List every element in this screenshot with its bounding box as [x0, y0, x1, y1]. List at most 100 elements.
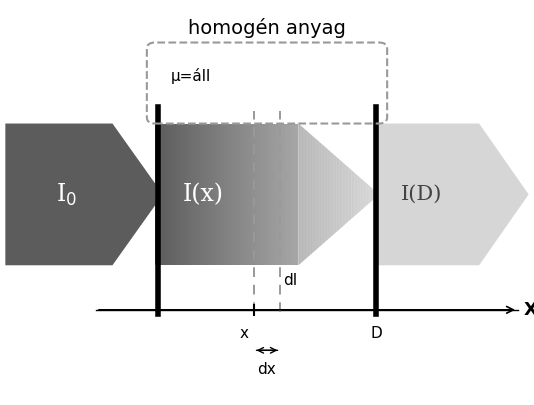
Polygon shape — [316, 139, 317, 249]
Polygon shape — [159, 124, 160, 265]
Polygon shape — [284, 124, 285, 265]
Polygon shape — [200, 124, 201, 265]
Polygon shape — [230, 124, 231, 265]
Polygon shape — [269, 124, 270, 265]
Polygon shape — [262, 124, 263, 265]
Polygon shape — [195, 124, 196, 265]
Polygon shape — [351, 170, 352, 219]
Polygon shape — [259, 124, 260, 265]
Polygon shape — [231, 124, 232, 265]
Polygon shape — [220, 124, 221, 265]
Polygon shape — [329, 150, 330, 239]
Polygon shape — [254, 124, 255, 265]
Polygon shape — [324, 146, 325, 243]
Polygon shape — [232, 124, 233, 265]
Polygon shape — [272, 124, 273, 265]
Text: μ=áll: μ=áll — [171, 68, 211, 84]
Polygon shape — [297, 124, 299, 265]
Polygon shape — [168, 124, 169, 265]
Polygon shape — [344, 164, 345, 225]
Polygon shape — [181, 124, 182, 265]
Polygon shape — [258, 124, 259, 265]
Polygon shape — [339, 159, 340, 230]
Polygon shape — [216, 124, 217, 265]
Polygon shape — [343, 163, 344, 226]
Polygon shape — [273, 124, 274, 265]
Polygon shape — [255, 124, 256, 265]
Polygon shape — [342, 162, 343, 226]
Polygon shape — [204, 124, 205, 265]
Polygon shape — [330, 151, 331, 238]
Polygon shape — [234, 124, 235, 265]
Polygon shape — [332, 153, 333, 236]
Polygon shape — [191, 124, 192, 265]
Polygon shape — [161, 124, 162, 265]
Polygon shape — [285, 124, 286, 265]
Polygon shape — [294, 124, 295, 265]
Polygon shape — [292, 124, 293, 265]
Polygon shape — [358, 176, 359, 213]
Polygon shape — [158, 124, 159, 265]
Polygon shape — [182, 124, 183, 265]
Polygon shape — [337, 158, 338, 231]
Polygon shape — [223, 124, 224, 265]
Polygon shape — [5, 124, 163, 265]
Text: dI: dI — [283, 273, 297, 288]
Polygon shape — [279, 124, 280, 265]
Polygon shape — [363, 180, 364, 209]
Polygon shape — [252, 124, 253, 265]
Polygon shape — [174, 124, 175, 265]
Polygon shape — [225, 124, 226, 265]
Polygon shape — [303, 128, 304, 261]
Polygon shape — [224, 124, 225, 265]
Polygon shape — [219, 124, 220, 265]
Polygon shape — [354, 172, 355, 217]
Polygon shape — [155, 124, 156, 265]
Polygon shape — [306, 130, 307, 259]
Polygon shape — [190, 124, 191, 265]
Polygon shape — [218, 124, 219, 265]
Polygon shape — [314, 137, 315, 252]
Polygon shape — [217, 124, 218, 265]
Polygon shape — [188, 124, 189, 265]
Polygon shape — [162, 124, 163, 265]
Polygon shape — [302, 127, 303, 262]
Text: $\mathbf{X}$: $\mathbf{X}$ — [523, 301, 534, 319]
Polygon shape — [307, 131, 308, 258]
Polygon shape — [170, 124, 171, 265]
Polygon shape — [196, 124, 197, 265]
Polygon shape — [260, 124, 261, 265]
Polygon shape — [282, 124, 284, 265]
Text: I(x): I(x) — [183, 183, 223, 206]
Polygon shape — [349, 168, 350, 221]
Polygon shape — [277, 124, 278, 265]
Polygon shape — [323, 145, 324, 244]
Polygon shape — [289, 124, 290, 265]
Polygon shape — [261, 124, 262, 265]
Polygon shape — [198, 124, 199, 265]
Polygon shape — [301, 126, 302, 263]
Polygon shape — [304, 129, 305, 260]
Polygon shape — [373, 189, 374, 200]
Polygon shape — [335, 156, 336, 233]
Polygon shape — [291, 124, 292, 265]
Polygon shape — [281, 124, 282, 265]
Polygon shape — [310, 134, 311, 255]
Polygon shape — [296, 124, 297, 265]
Polygon shape — [157, 124, 158, 265]
Polygon shape — [176, 124, 177, 265]
Polygon shape — [264, 124, 265, 265]
Polygon shape — [278, 124, 279, 265]
Polygon shape — [203, 124, 204, 265]
Polygon shape — [348, 167, 349, 222]
Polygon shape — [376, 192, 377, 197]
Polygon shape — [299, 124, 300, 264]
Polygon shape — [309, 133, 310, 256]
Polygon shape — [173, 124, 174, 265]
Polygon shape — [331, 152, 332, 237]
Polygon shape — [365, 182, 366, 207]
Polygon shape — [175, 124, 176, 265]
Polygon shape — [290, 124, 291, 265]
Polygon shape — [201, 124, 202, 265]
Polygon shape — [347, 166, 348, 223]
